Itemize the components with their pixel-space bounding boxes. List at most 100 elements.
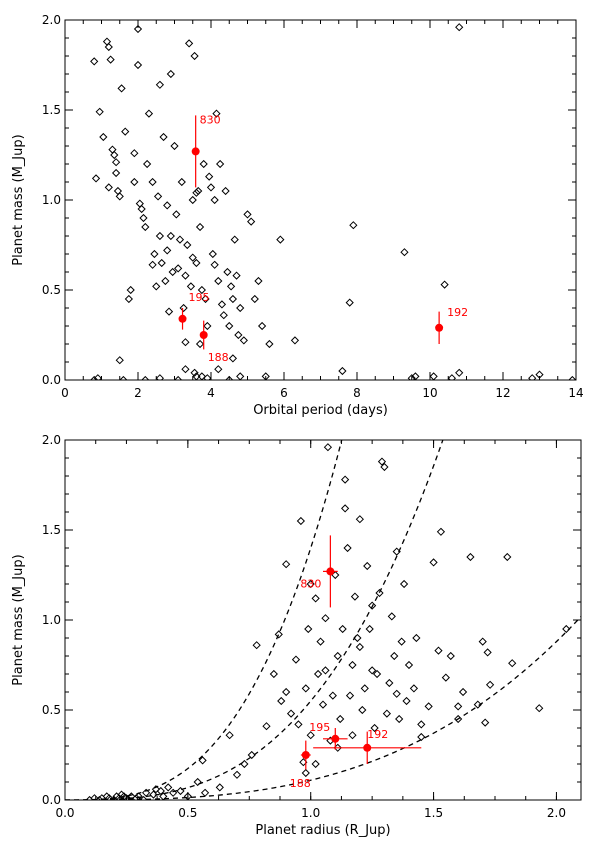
data-point (159, 792, 168, 800)
data-point (400, 248, 409, 257)
data-point (370, 723, 379, 733)
data-point (119, 375, 128, 380)
data-point (434, 646, 443, 655)
data-point (417, 732, 426, 742)
data-point (111, 168, 121, 178)
data-point (341, 475, 350, 484)
data-point (363, 561, 372, 571)
data-point (203, 321, 212, 331)
data-point (454, 714, 463, 724)
data-point (412, 633, 421, 643)
data-point (350, 592, 360, 601)
data-point (402, 696, 411, 706)
x-tick-label: 6 (280, 386, 288, 400)
y-tick-label: 1.5 (42, 103, 61, 117)
y-tick-label: 2.0 (42, 13, 61, 27)
data-point (473, 700, 482, 709)
data-point (321, 666, 330, 675)
data-point (141, 788, 151, 797)
data-point (483, 648, 492, 657)
y-tick-label: 0.0 (42, 793, 61, 807)
data-point (216, 159, 225, 169)
bottom-chart-radius-vs-mass: 0.0 0.5 1.0 1.5 2.0 0.0 0.5 1.0 1.5 2.0 Planet rad… (11, 433, 582, 838)
data-point (121, 127, 130, 136)
highlight-point (435, 323, 444, 332)
data-point (106, 55, 115, 64)
data-point (201, 294, 210, 304)
data-point (306, 731, 315, 740)
highlight-point (363, 743, 372, 752)
data-point (247, 217, 256, 226)
data-point (375, 588, 384, 598)
data-point (508, 659, 517, 668)
x-tick-label: 12 (495, 386, 510, 400)
data-point (535, 704, 544, 713)
data-point (168, 267, 177, 277)
x-tick-label: 14 (568, 386, 583, 400)
data-point (353, 633, 362, 643)
top-chart-period-vs-mass: 0 2 4 6 8 10 12 14 0.0 0.5 1.0 1.5 2.0 Orbital period… (11, 13, 584, 418)
highlight-label: 830 (200, 113, 221, 126)
data-point (133, 24, 143, 34)
data-point (313, 669, 323, 679)
highlight-point (178, 314, 187, 323)
data-point (286, 709, 296, 718)
data-point (153, 192, 163, 201)
data-point (130, 177, 139, 187)
x-tick-label: 2 (134, 386, 142, 400)
data-point (411, 372, 420, 380)
data-point (404, 660, 414, 670)
data-point (232, 271, 241, 280)
data-point (166, 231, 175, 241)
data-point (183, 792, 192, 800)
data-point (236, 303, 245, 313)
data-point (262, 722, 271, 731)
data-point (239, 336, 248, 345)
data-point (95, 795, 104, 800)
data-point (115, 356, 124, 365)
data-point (274, 630, 283, 639)
data-point (316, 637, 325, 646)
data-point (193, 777, 202, 787)
data-point (392, 689, 401, 698)
data-point (429, 372, 438, 380)
data-point (93, 374, 102, 380)
data-point (333, 651, 342, 661)
data-point (192, 258, 201, 268)
data-point (90, 375, 99, 380)
data-point (296, 516, 305, 526)
data-point (311, 594, 320, 603)
data-point (95, 107, 104, 116)
data-point (169, 788, 178, 797)
data-point (535, 370, 544, 379)
data-point (124, 795, 133, 800)
data-point (301, 768, 310, 778)
data-point (232, 770, 242, 779)
data-point (164, 307, 174, 316)
data-layer (90, 23, 576, 380)
data-point (247, 750, 256, 760)
data-point (429, 558, 438, 567)
data-point (409, 684, 419, 693)
data-point (148, 260, 157, 269)
data-point (215, 783, 224, 792)
data-point (210, 260, 219, 269)
data-point (183, 240, 192, 250)
data-point (198, 756, 207, 765)
data-point (368, 601, 377, 610)
data-point (311, 759, 320, 769)
y-tick-label: 1.0 (42, 613, 61, 627)
data-point (387, 612, 396, 621)
data-point (117, 84, 126, 93)
data-point (139, 795, 148, 800)
data-point (161, 276, 170, 286)
data-point (139, 213, 148, 223)
highlight-label: 195 (189, 291, 210, 304)
data-point (184, 39, 194, 48)
data-point (130, 149, 139, 158)
density-curve (65, 616, 581, 800)
data-point (148, 177, 157, 187)
data-point (214, 276, 223, 286)
data-point (382, 709, 391, 718)
